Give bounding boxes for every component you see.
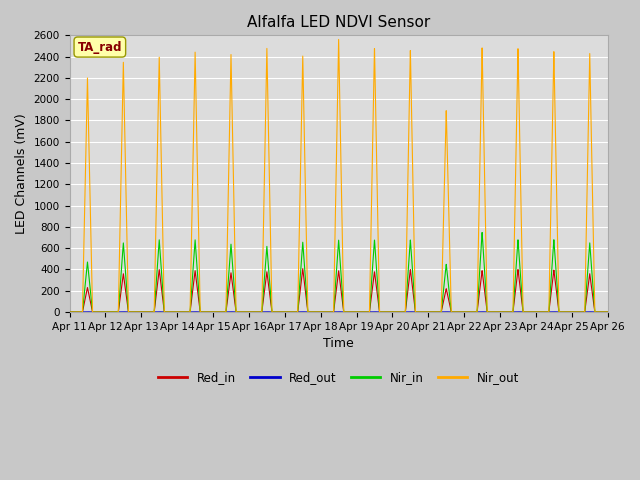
X-axis label: Time: Time — [323, 337, 354, 350]
Y-axis label: LED Channels (mV): LED Channels (mV) — [15, 113, 28, 234]
Title: Alfalfa LED NDVI Sensor: Alfalfa LED NDVI Sensor — [247, 15, 430, 30]
Text: TA_rad: TA_rad — [77, 40, 122, 54]
Legend: Red_in, Red_out, Nir_in, Nir_out: Red_in, Red_out, Nir_in, Nir_out — [153, 367, 524, 389]
